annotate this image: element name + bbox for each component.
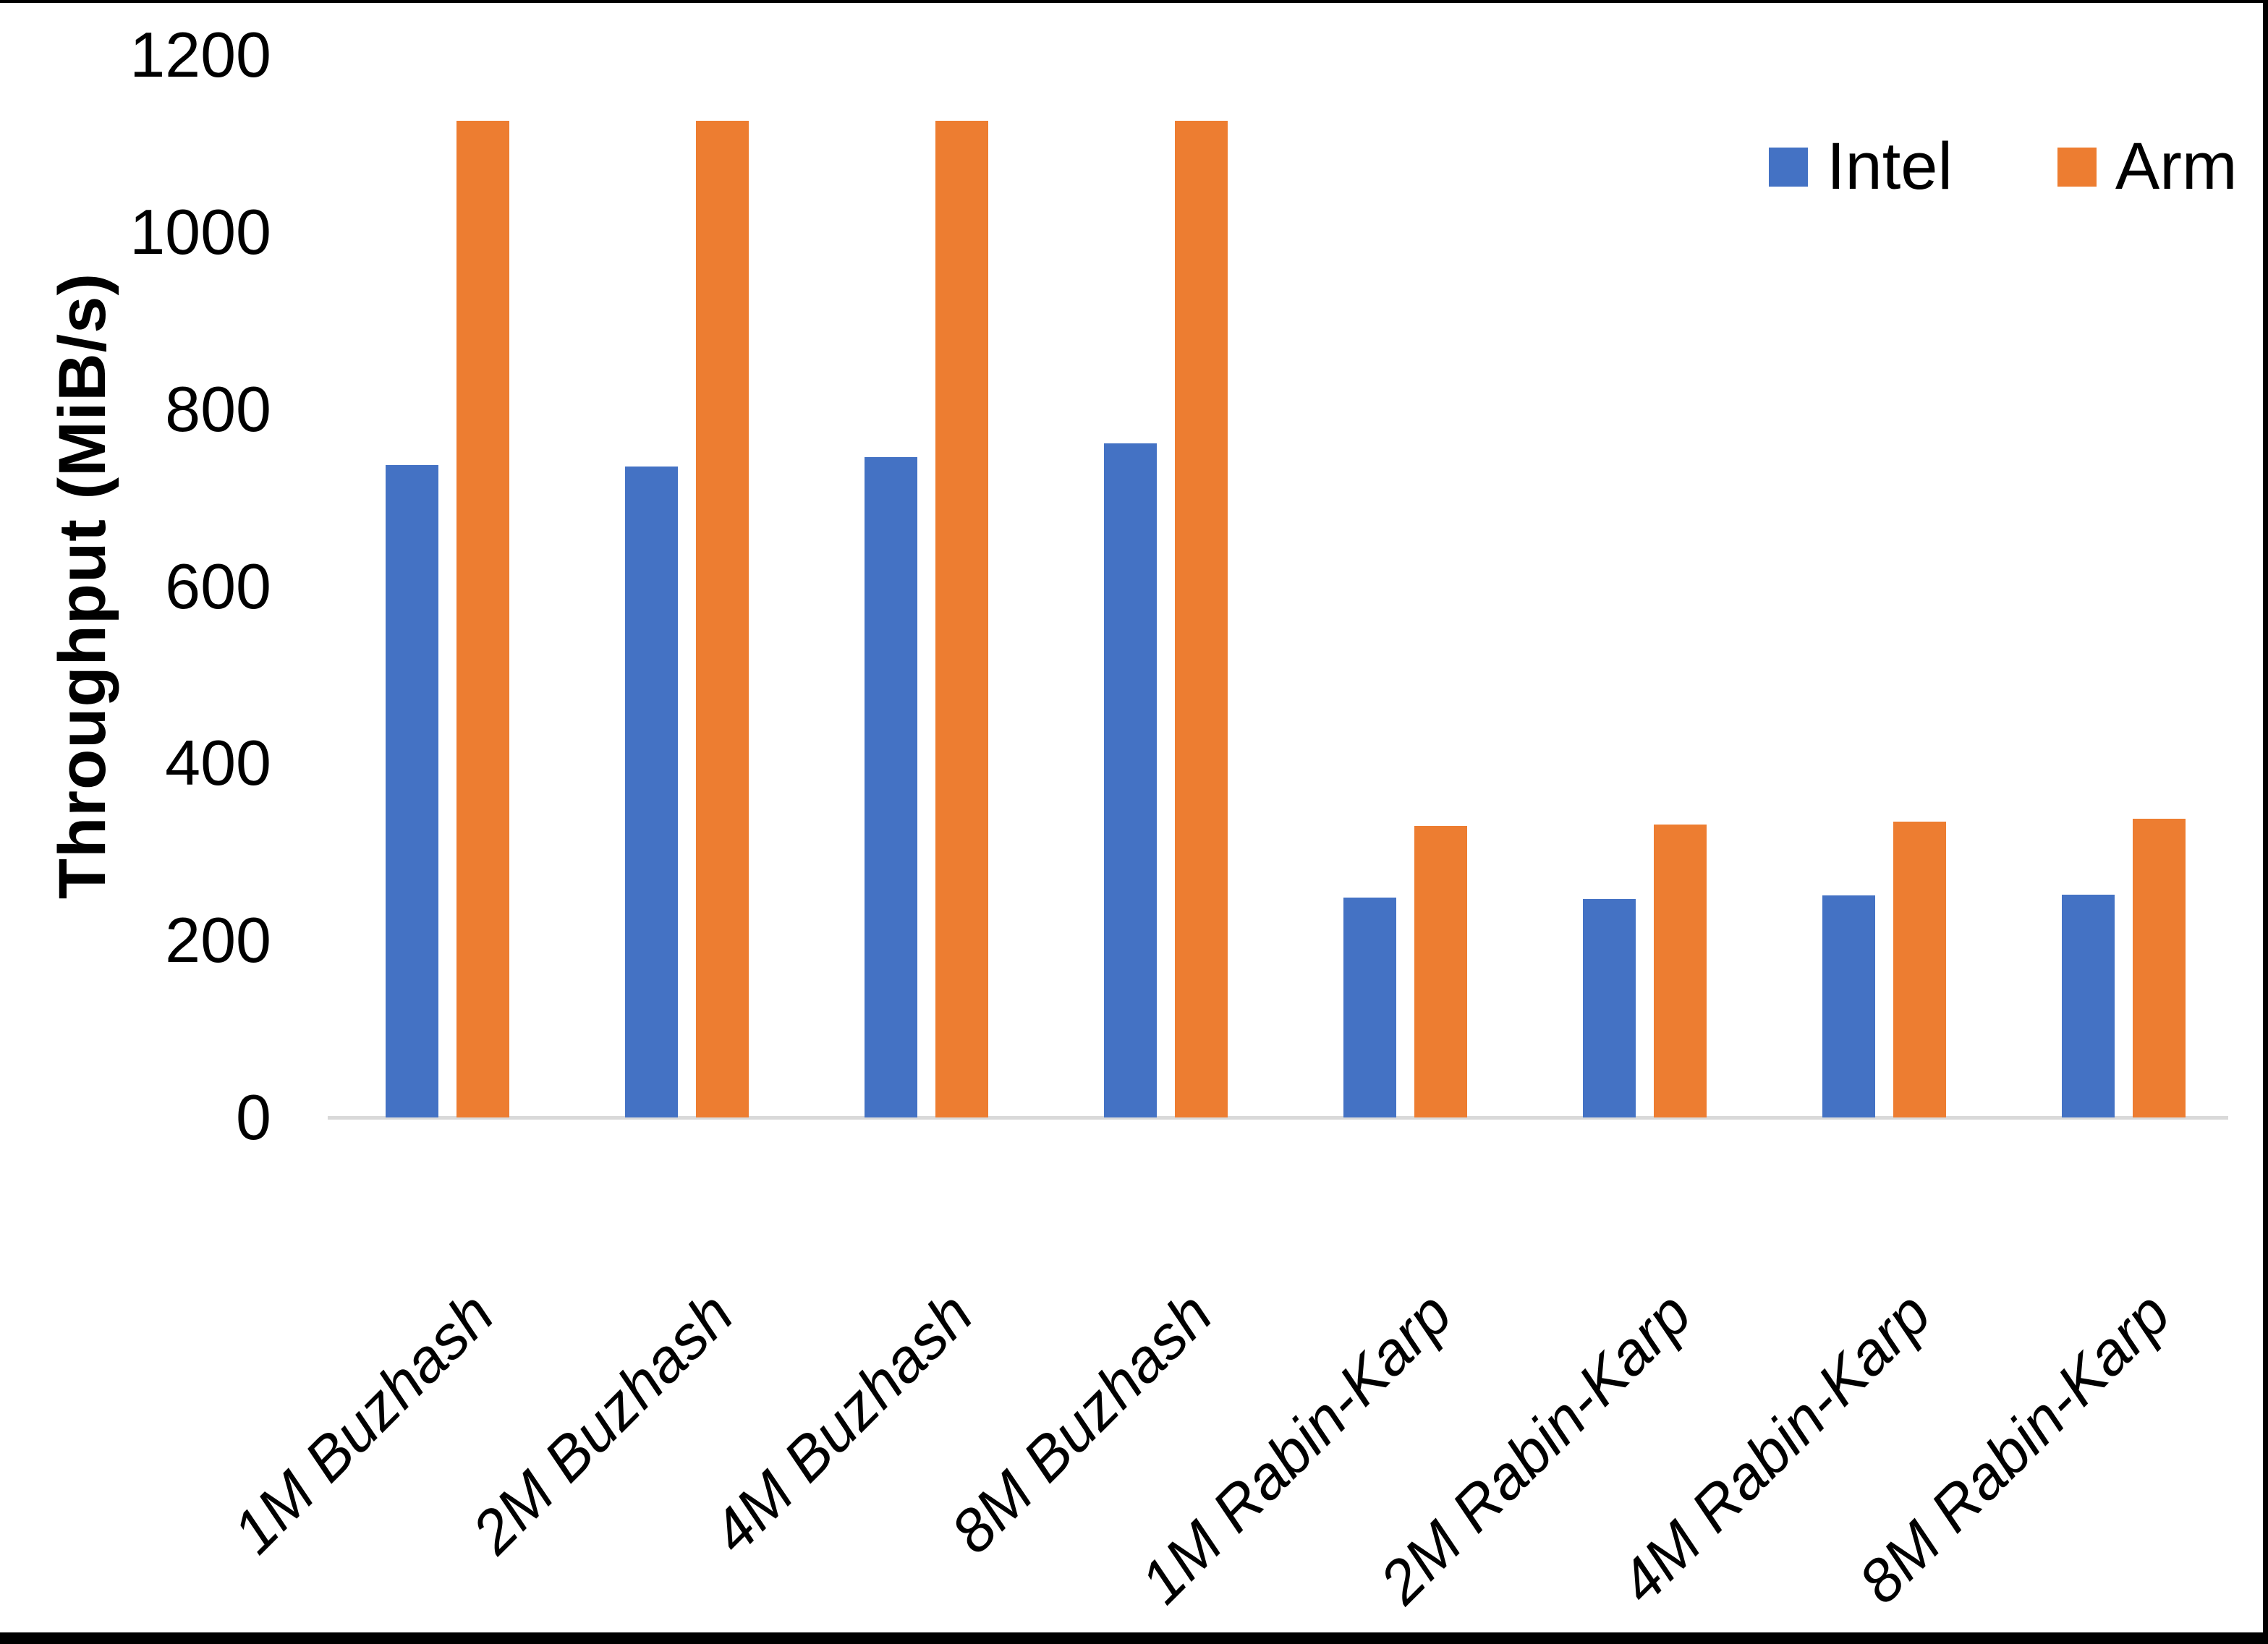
screenshot-right-border — [2263, 0, 2268, 1644]
bar-intel-1m-rabin-karp — [1343, 898, 1396, 1117]
y-tick-600: 600 — [165, 550, 271, 622]
legend-item-intel: Intel — [1769, 129, 1953, 205]
bar-arm-4m-buzhash — [935, 120, 988, 1117]
y-tick-0: 0 — [236, 1081, 271, 1153]
x-label-1m-buzhash: 1M Buzhash — [219, 1279, 506, 1567]
bar-intel-4m-rabin-karp — [1822, 895, 1875, 1117]
bar-arm-2m-buzhash — [696, 120, 749, 1117]
y-tick-800: 800 — [165, 372, 271, 445]
bar-arm-8m-buzhash — [1175, 120, 1228, 1117]
legend-swatch-arm-icon — [2057, 147, 2097, 187]
bar-arm-1m-buzhash — [456, 120, 509, 1117]
legend-swatch-intel-icon — [1769, 147, 1808, 187]
legend-item-arm: Arm — [2057, 129, 2238, 205]
screenshot-top-border — [0, 0, 2268, 3]
bar-arm-4m-rabin-karp — [1893, 822, 1946, 1117]
bar-arm-1m-rabin-karp — [1414, 826, 1467, 1117]
bar-intel-8m-rabin-karp — [2062, 894, 2115, 1117]
y-tick-200: 200 — [165, 904, 271, 976]
y-tick-400: 400 — [165, 727, 271, 799]
bar-arm-8m-rabin-karp — [2133, 819, 2186, 1117]
y-tick-1200: 1200 — [129, 19, 271, 90]
bar-intel-2m-rabin-karp — [1583, 898, 1636, 1117]
bar-intel-8m-buzhash — [1104, 443, 1157, 1117]
screenshot-bottom-border — [0, 1632, 2268, 1644]
bar-intel-1m-buzhash — [386, 464, 438, 1117]
legend: Intel Arm — [1769, 129, 2238, 205]
legend-label-arm: Arm — [2115, 129, 2238, 203]
bar-intel-2m-buzhash — [625, 467, 678, 1117]
y-tick-1000: 1000 — [129, 195, 271, 268]
legend-label-intel: Intel — [1827, 129, 1953, 203]
bar-intel-4m-buzhash — [865, 456, 917, 1117]
bar-arm-2m-rabin-karp — [1654, 824, 1707, 1117]
x-axis-line — [328, 1116, 2228, 1120]
